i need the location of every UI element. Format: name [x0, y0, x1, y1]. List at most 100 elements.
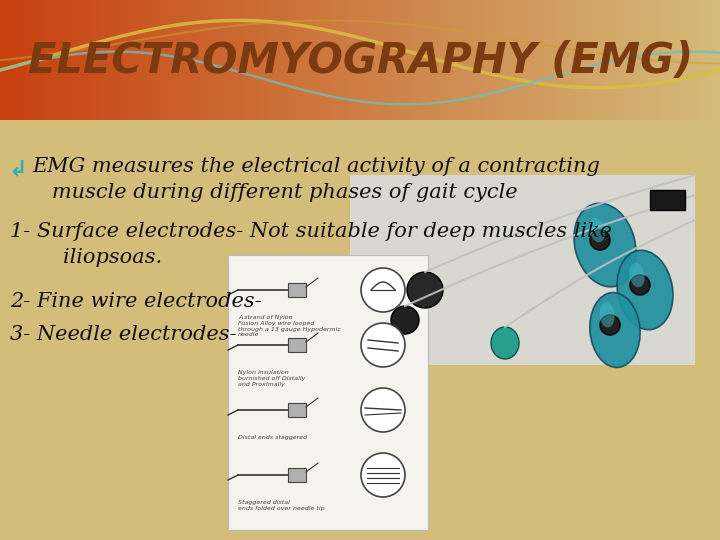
Bar: [86, 0, 91, 120]
Bar: [220, 0, 224, 120]
Bar: [331, 0, 336, 120]
Bar: [310, 0, 314, 120]
Bar: [248, 0, 253, 120]
Bar: [7, 0, 12, 120]
Bar: [68, 0, 73, 120]
Bar: [155, 0, 159, 120]
Bar: [144, 0, 148, 120]
Bar: [706, 0, 710, 120]
Bar: [608, 0, 613, 120]
Circle shape: [361, 323, 405, 367]
Bar: [580, 0, 584, 120]
Bar: [130, 0, 134, 120]
Bar: [439, 0, 444, 120]
Bar: [288, 403, 306, 417]
Bar: [29, 0, 33, 120]
Bar: [515, 0, 519, 120]
Bar: [173, 0, 177, 120]
Bar: [587, 0, 591, 120]
Bar: [486, 0, 490, 120]
Bar: [119, 0, 123, 120]
Bar: [475, 0, 480, 120]
Bar: [367, 0, 372, 120]
Bar: [526, 0, 530, 120]
Bar: [126, 0, 130, 120]
Text: 1- Surface electrodes- Not suitable for deep muscles like
        iliopsoas.: 1- Surface electrodes- Not suitable for …: [10, 222, 612, 267]
Bar: [187, 0, 192, 120]
Bar: [169, 0, 174, 120]
Text: A strand of Nylon
Fusion Alloy wire looped
through a 13 gauge Hypodermic
needle: A strand of Nylon Fusion Alloy wire loop…: [238, 315, 341, 338]
Bar: [702, 0, 706, 120]
Bar: [590, 0, 595, 120]
Bar: [482, 0, 487, 120]
Bar: [158, 0, 163, 120]
Ellipse shape: [590, 293, 640, 367]
Bar: [137, 0, 141, 120]
Circle shape: [361, 268, 405, 312]
Bar: [324, 0, 328, 120]
Bar: [292, 0, 296, 120]
Circle shape: [361, 453, 405, 497]
Bar: [176, 0, 181, 120]
Bar: [511, 0, 516, 120]
Bar: [349, 0, 354, 120]
Ellipse shape: [589, 218, 605, 242]
Bar: [295, 0, 300, 120]
Bar: [619, 0, 624, 120]
Bar: [407, 0, 411, 120]
Bar: [414, 0, 418, 120]
Bar: [644, 0, 649, 120]
Bar: [554, 0, 559, 120]
Bar: [457, 0, 462, 120]
Bar: [299, 0, 303, 120]
Bar: [583, 0, 588, 120]
Bar: [605, 0, 609, 120]
Bar: [536, 0, 541, 120]
Bar: [209, 0, 213, 120]
Bar: [14, 0, 19, 120]
Bar: [112, 0, 116, 120]
Bar: [637, 0, 642, 120]
Bar: [202, 0, 206, 120]
Bar: [266, 0, 271, 120]
Bar: [374, 0, 379, 120]
Bar: [594, 0, 598, 120]
Bar: [25, 0, 30, 120]
Bar: [227, 0, 231, 120]
Bar: [216, 0, 220, 120]
Bar: [148, 0, 152, 120]
Bar: [274, 0, 278, 120]
Bar: [350, 175, 695, 365]
Bar: [461, 0, 465, 120]
Bar: [335, 0, 339, 120]
Bar: [54, 0, 58, 120]
Bar: [533, 0, 537, 120]
Bar: [691, 0, 696, 120]
Bar: [626, 0, 631, 120]
Bar: [659, 0, 663, 120]
Bar: [259, 0, 264, 120]
Bar: [338, 0, 343, 120]
Bar: [90, 0, 94, 120]
Bar: [709, 0, 714, 120]
Bar: [0, 0, 4, 120]
Bar: [65, 0, 69, 120]
Bar: [418, 0, 422, 120]
Bar: [662, 0, 667, 120]
Bar: [40, 0, 44, 120]
Text: Staggered distal
ends folded over needle tip: Staggered distal ends folded over needle…: [238, 500, 325, 511]
Bar: [191, 0, 195, 120]
Bar: [634, 0, 638, 120]
Bar: [223, 0, 228, 120]
Bar: [684, 0, 688, 120]
Bar: [270, 0, 274, 120]
Bar: [356, 0, 361, 120]
Bar: [245, 0, 249, 120]
Bar: [522, 0, 526, 120]
Bar: [133, 0, 138, 120]
Bar: [364, 0, 368, 120]
Ellipse shape: [574, 203, 636, 287]
Bar: [234, 0, 238, 120]
Bar: [544, 0, 548, 120]
Bar: [288, 283, 306, 297]
